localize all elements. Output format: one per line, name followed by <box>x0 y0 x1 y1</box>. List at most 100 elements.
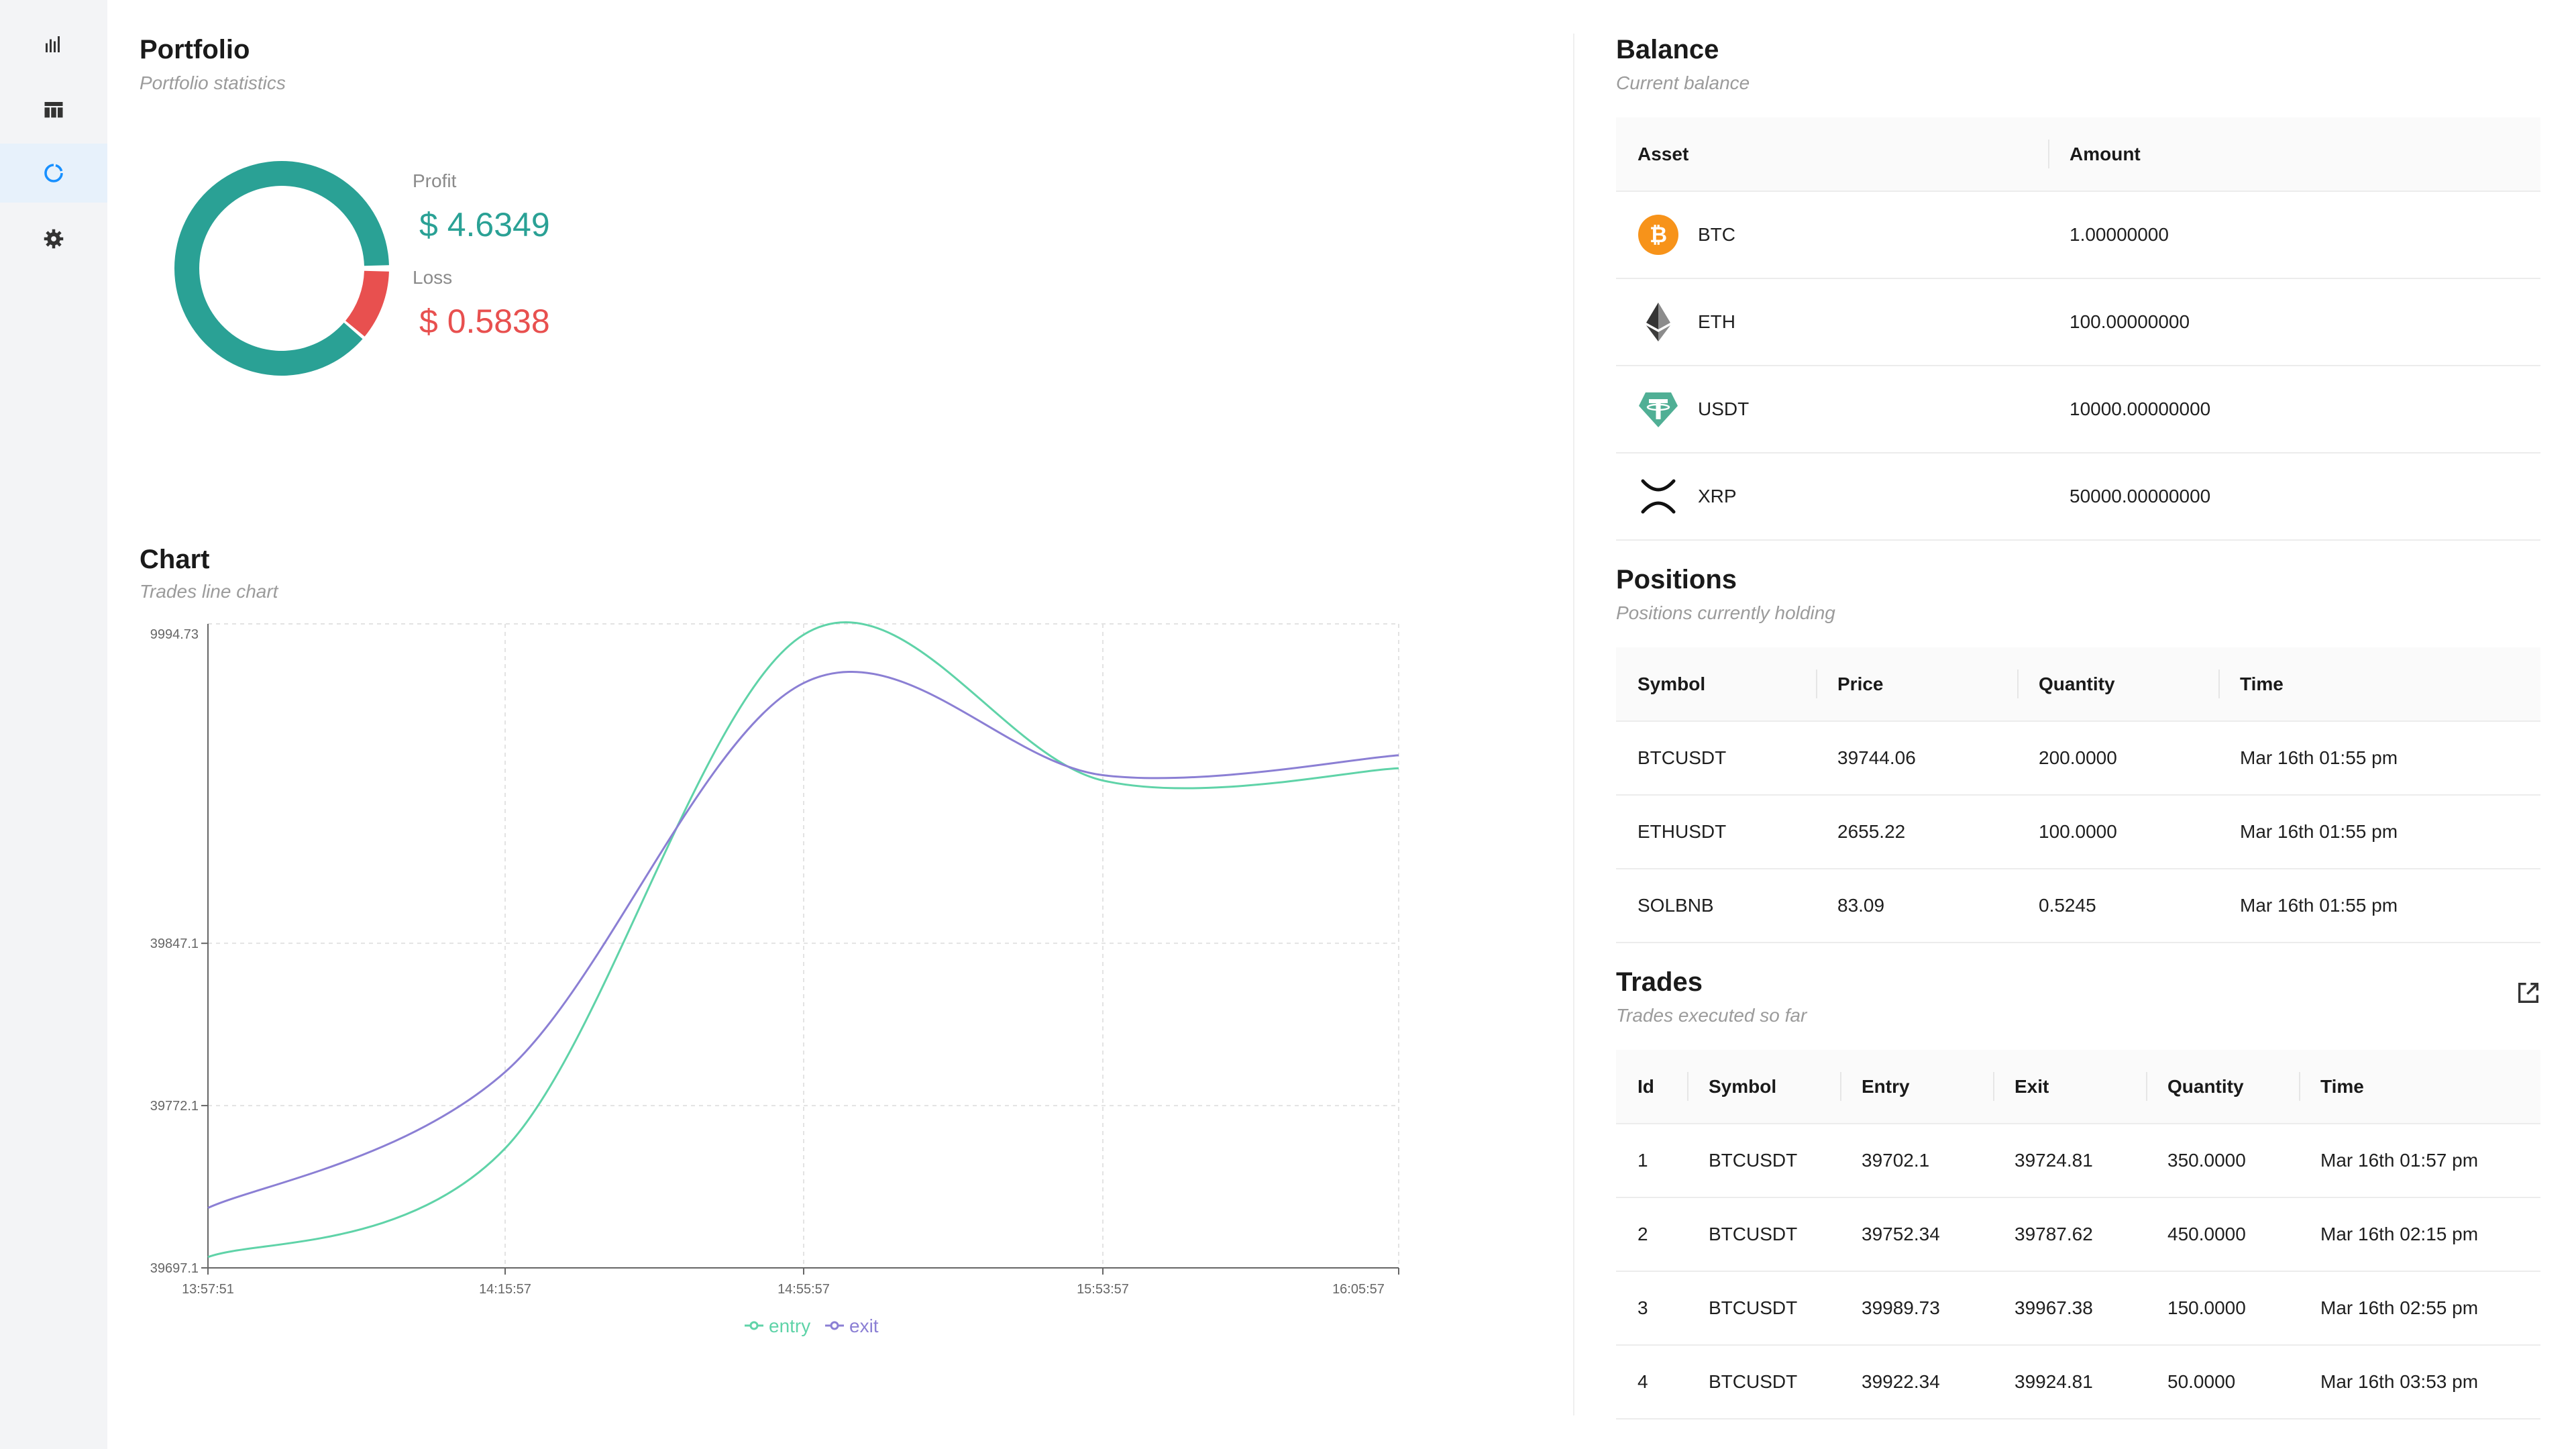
position-symbol: SOLBNB <box>1616 869 1816 943</box>
balance-col-amount: Amount <box>2048 117 2540 192</box>
trade-quantity: 150.0000 <box>2146 1271 2299 1346</box>
trade-entry: 39989.73 <box>1840 1271 1993 1346</box>
tether-icon <box>1638 388 1679 430</box>
position-quantity: 100.0000 <box>2017 795 2218 869</box>
positions-table: Symbol Price Quantity Time BTCUSDT 39744… <box>1616 647 2540 943</box>
series-line-entry <box>207 621 1399 1258</box>
sidebar-item-portfolio[interactable] <box>0 144 107 203</box>
trade-id: 1 <box>1616 1124 1687 1198</box>
trade-exit: 39924.81 <box>1993 1345 2146 1419</box>
balance-subtitle: Current balance <box>1616 72 1750 93</box>
trade-entry: 39922.34 <box>1840 1345 1993 1419</box>
table-row[interactable]: ETHUSDT 2655.22 100.0000 Mar 16th 01:55 … <box>1616 795 2540 869</box>
trades-col-entry: Entry <box>1840 1050 1993 1124</box>
legend-item-exit[interactable]: exit <box>825 1316 879 1336</box>
loss-value: $ 0.5838 <box>419 303 550 340</box>
balance-table: Asset Amount ₿ BTC 1.00000000 <box>1616 117 2540 541</box>
x-tick-label: 13:57:51 <box>182 1282 234 1297</box>
trades-col-quantity: Quantity <box>2146 1050 2299 1124</box>
left-panel: Portfolio Portfolio statistics Profit $ … <box>107 0 1573 1449</box>
positions-col-price: Price <box>1816 647 2017 722</box>
table-row[interactable]: BTCUSDT 39744.06 200.0000 Mar 16th 01:55… <box>1616 721 2540 796</box>
legend-label: entry <box>769 1316 810 1336</box>
sidebar-item-tables[interactable] <box>0 80 107 140</box>
legend-label: exit <box>849 1316 879 1336</box>
x-tick-label: 14:55:57 <box>777 1282 830 1297</box>
trade-exit: 39724.81 <box>1993 1124 2146 1198</box>
bar-chart-icon <box>46 36 60 52</box>
svg-text:₿: ₿ <box>1650 223 1667 247</box>
position-price: 39744.06 <box>1816 721 2017 796</box>
trade-id: 2 <box>1616 1197 1687 1272</box>
trades-col-exit: Exit <box>1993 1050 2146 1124</box>
trades-table: Id Symbol Entry Exit Quantity Time 1 BTC… <box>1616 1050 2540 1419</box>
trade-entry: 39702.1 <box>1840 1124 1993 1198</box>
asset-name: ETH <box>1698 311 1735 332</box>
position-quantity: 0.5245 <box>2017 869 2218 943</box>
table-row[interactable]: 4 BTCUSDT 39922.34 39924.81 50.0000 Mar … <box>1616 1345 2540 1419</box>
y-tick-label: 9994.73 <box>150 627 199 642</box>
gear-icon <box>44 229 64 249</box>
trade-entry: 39752.34 <box>1840 1197 1993 1272</box>
donut-slice-loss <box>345 270 389 337</box>
asset-name: USDT <box>1698 398 1750 419</box>
trade-time: Mar 16th 01:57 pm <box>2299 1124 2540 1198</box>
position-symbol: ETHUSDT <box>1616 795 1816 869</box>
column-divider <box>1573 34 1574 1415</box>
xrp-icon <box>1638 476 1679 517</box>
asset-amount: 50000.00000000 <box>2048 453 2540 541</box>
pie-icon <box>44 164 63 182</box>
trade-exit: 39787.62 <box>1993 1197 2146 1272</box>
ethereum-icon <box>1638 301 1679 343</box>
trade-id: 3 <box>1616 1271 1687 1346</box>
trade-id: 4 <box>1616 1345 1687 1419</box>
position-time: Mar 16th 01:55 pm <box>2218 721 2540 796</box>
profit-value: $ 4.6349 <box>419 206 550 244</box>
trades-subtitle: Trades executed so far <box>1616 1005 1807 1026</box>
balance-title: Balance <box>1616 35 1719 64</box>
series-line-exit <box>207 671 1399 1209</box>
y-tick-label: 39772.1 <box>150 1099 199 1114</box>
loss-label: Loss <box>413 267 453 288</box>
sidebar-item-settings[interactable] <box>0 209 107 268</box>
table-row[interactable]: 2 BTCUSDT 39752.34 39787.62 450.0000 Mar… <box>1616 1197 2540 1272</box>
open-external-icon[interactable] <box>2515 979 2542 1006</box>
trades-col-time: Time <box>2299 1050 2540 1124</box>
trade-time: Mar 16th 03:53 pm <box>2299 1345 2540 1419</box>
trade-time: Mar 16th 02:55 pm <box>2299 1271 2540 1346</box>
x-tick-label: 16:05:57 <box>1332 1282 1385 1297</box>
asset-name: BTC <box>1698 224 1735 245</box>
y-tick-label: 39697.1 <box>150 1261 199 1276</box>
x-tick-label: 14:15:57 <box>479 1282 531 1297</box>
trade-quantity: 350.0000 <box>2146 1124 2299 1198</box>
trade-quantity: 50.0000 <box>2146 1345 2299 1419</box>
position-time: Mar 16th 01:55 pm <box>2218 795 2540 869</box>
positions-col-symbol: Symbol <box>1616 647 1816 722</box>
table-row[interactable]: 1 BTCUSDT 39702.1 39724.81 350.0000 Mar … <box>1616 1124 2540 1198</box>
balance-col-asset: Asset <box>1616 117 2048 192</box>
portfolio-subtitle: Portfolio statistics <box>140 72 286 93</box>
table-row[interactable]: ₿ BTC 1.00000000 <box>1616 191 2540 279</box>
trades-col-symbol: Symbol <box>1687 1050 1840 1124</box>
trade-symbol: BTCUSDT <box>1687 1124 1840 1198</box>
positions-subtitle: Positions currently holding <box>1616 602 1835 623</box>
position-time: Mar 16th 01:55 pm <box>2218 869 2540 943</box>
table-row[interactable]: ETH 100.00000000 <box>1616 278 2540 366</box>
trades-col-id: Id <box>1616 1050 1687 1124</box>
sidebar-item-dashboard[interactable] <box>0 15 107 74</box>
table-row[interactable]: XRP 50000.00000000 <box>1616 453 2540 541</box>
bitcoin-icon: ₿ <box>1638 214 1679 256</box>
position-quantity: 200.0000 <box>2017 721 2218 796</box>
positions-title: Positions <box>1616 565 1737 594</box>
positions-col-quantity: Quantity <box>2017 647 2218 722</box>
x-tick-label: 15:53:57 <box>1077 1282 1129 1297</box>
donut-slice-profit <box>174 161 389 376</box>
table-row[interactable]: 3 BTCUSDT 39989.73 39967.38 150.0000 Mar… <box>1616 1271 2540 1346</box>
legend-item-entry[interactable]: entry <box>745 1316 810 1336</box>
table-row[interactable]: SOLBNB 83.09 0.5245 Mar 16th 01:55 pm <box>1616 869 2540 943</box>
asset-amount: 10000.00000000 <box>2048 366 2540 453</box>
trade-symbol: BTCUSDT <box>1687 1345 1840 1419</box>
table-row[interactable]: USDT 10000.00000000 <box>1616 366 2540 453</box>
portfolio-donut <box>174 161 389 376</box>
trade-exit: 39967.38 <box>1993 1271 2146 1346</box>
